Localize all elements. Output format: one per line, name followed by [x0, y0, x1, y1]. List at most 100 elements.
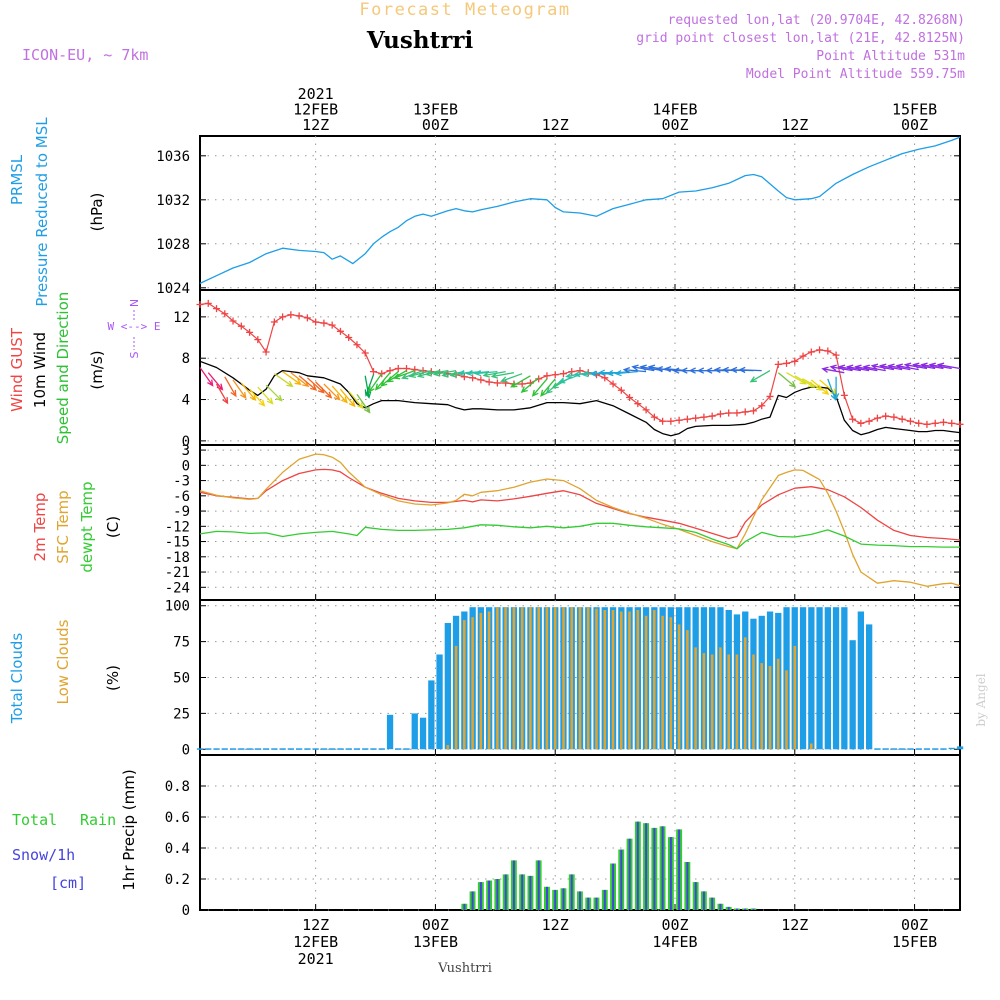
temperature-ytick-label: -3: [173, 474, 190, 490]
wind-gust-marker: [287, 311, 295, 319]
snow-precip-bar: [678, 829, 681, 910]
wind-gust-marker: [254, 336, 262, 344]
wind-gust-marker: [766, 392, 774, 400]
wind-ytick-label: 0: [182, 434, 190, 450]
wind-gust-marker: [948, 419, 956, 427]
wind-gust-marker: [336, 327, 344, 335]
temp-sfc-line: [199, 453, 961, 587]
wind-direction-arrow: [224, 376, 237, 398]
precip-ytick-label: 0.6: [165, 810, 190, 826]
snow-precip-bar: [521, 874, 524, 910]
snow-precip-bar: [587, 897, 590, 910]
snow-precip-bar: [603, 889, 606, 910]
low-clouds-title: Low Clouds: [54, 619, 72, 704]
total-cloud-bar: [229, 748, 237, 750]
low-cloud-bar: [653, 610, 656, 750]
pressure-title: PRMSL: [8, 154, 26, 205]
wind-gust-marker: [345, 334, 353, 342]
wind-gust-marker: [601, 374, 609, 382]
snow-precip-bar: [562, 888, 565, 910]
wind-gust-marker: [873, 414, 881, 422]
temperature-ytick-label: -24: [165, 580, 190, 596]
total-cloud-bar: [296, 748, 303, 750]
wind-gust-marker: [890, 413, 898, 421]
snow-precip-bar: [546, 886, 548, 911]
bottom-time-label: 2021: [298, 950, 334, 968]
low-cloud-bar: [686, 630, 689, 750]
wind-gust-marker: [758, 402, 766, 410]
point-altitude: Point Altitude 531m: [816, 49, 965, 64]
credit-watermark: by Angel: [974, 673, 988, 726]
low-cloud-bar: [661, 615, 664, 750]
precip-ytick-label: 0.8: [165, 779, 190, 795]
low-cloud-bar: [570, 607, 573, 750]
total-cloud-bar: [411, 713, 418, 750]
wind-gust-marker: [791, 357, 799, 365]
precip-snow-title: Snow/1h: [12, 846, 75, 864]
total-cloud-bar: [312, 748, 319, 750]
total-cloud-bar: [353, 748, 361, 750]
wind-gust-marker: [196, 300, 204, 308]
top-time-label: 2021: [298, 85, 334, 103]
snow-precip-bar: [579, 891, 581, 910]
low-cloud-bar: [710, 654, 714, 750]
snow-precip-bar: [554, 889, 557, 910]
wind-gust-marker: [609, 380, 617, 388]
low-cloud-bar: [669, 617, 673, 750]
snow-precip-bar: [719, 903, 722, 910]
total-cloud-bar: [271, 748, 278, 750]
wind-gust-marker: [485, 378, 493, 386]
wind-gust-marker: [667, 417, 675, 425]
top-time-label: 12Z: [542, 116, 569, 134]
wind-gust-marker: [849, 415, 857, 423]
snow-precip-bar: [744, 908, 747, 910]
low-cloud-bar: [628, 611, 631, 750]
wind-direction-arrow: [749, 370, 771, 383]
bottom-time-label: 12Z: [542, 916, 569, 934]
wind-direction-arrow: [540, 378, 556, 397]
wind-gust-marker: [568, 368, 576, 376]
snow-precip-bar: [653, 827, 656, 910]
snow-precip-bar: [727, 906, 730, 910]
total-cloud-bar: [213, 748, 220, 750]
clouds-ytick-label: 25: [173, 706, 190, 722]
low-cloud-bar: [603, 610, 607, 750]
total-cloud-bar: [890, 748, 898, 750]
wind-direction-arrow: [520, 377, 540, 393]
total-cloud-bar: [915, 748, 922, 750]
wind-gust-marker: [303, 314, 311, 322]
total-cloud-bar: [254, 748, 261, 750]
snow-precip-bar: [479, 882, 482, 910]
low-cloud-bar: [545, 607, 549, 750]
total-cloud-bar: [956, 746, 964, 750]
wind-direction-arrow: [265, 384, 283, 402]
wind-direction-arrow: [862, 364, 886, 372]
temp-unit: (C): [104, 516, 122, 538]
total-cloud-bar: [824, 607, 831, 750]
wind-direction-arrow: [500, 373, 523, 383]
wind-gust-marker: [642, 406, 650, 414]
temp-dewpt-title: dewpt Temp: [78, 481, 96, 572]
total-cloud-bar: [428, 680, 435, 750]
chart-title: Forecast Meteogram: [359, 0, 570, 20]
wind-direction-arrow: [794, 375, 816, 388]
total-cloud-bar: [948, 747, 955, 750]
total-cloud-bar: [874, 748, 881, 750]
low-cloud-bar: [512, 607, 516, 750]
wind-gust-marker: [518, 380, 526, 388]
precip-ytick-label: 0.4: [165, 841, 190, 857]
low-cloud-bar: [454, 645, 458, 750]
wind-gust-marker: [816, 346, 824, 354]
wind-direction-arrow: [738, 366, 762, 374]
footer-location: Vushtrri: [437, 961, 492, 976]
wind-gust-marker: [733, 409, 741, 417]
total-cloud-bar: [841, 607, 848, 750]
wind-unit: (m/s): [88, 350, 106, 389]
top-time-label: 13FEB: [413, 101, 458, 119]
total-cloud-bar: [923, 748, 931, 750]
wind-gust-marker: [551, 371, 559, 379]
wind-direction-arrow: [348, 390, 364, 410]
precip-ytick-label: 0: [182, 903, 190, 919]
total-cloud-bar: [403, 748, 410, 750]
